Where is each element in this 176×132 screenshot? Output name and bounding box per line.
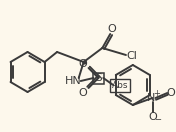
Text: N: N [147,93,156,103]
Text: O: O [108,24,117,34]
Text: +: + [153,89,160,98]
Text: Cl: Cl [126,51,137,61]
Text: O: O [78,88,87,98]
Text: O: O [148,112,157,122]
Text: −: − [154,116,161,124]
Text: S: S [95,73,102,83]
Text: Abs: Abs [112,81,128,89]
Text: O: O [167,88,176,98]
FancyBboxPatch shape [93,72,104,84]
FancyBboxPatch shape [110,79,130,91]
Text: HN: HN [64,76,81,86]
Text: O: O [78,59,87,69]
